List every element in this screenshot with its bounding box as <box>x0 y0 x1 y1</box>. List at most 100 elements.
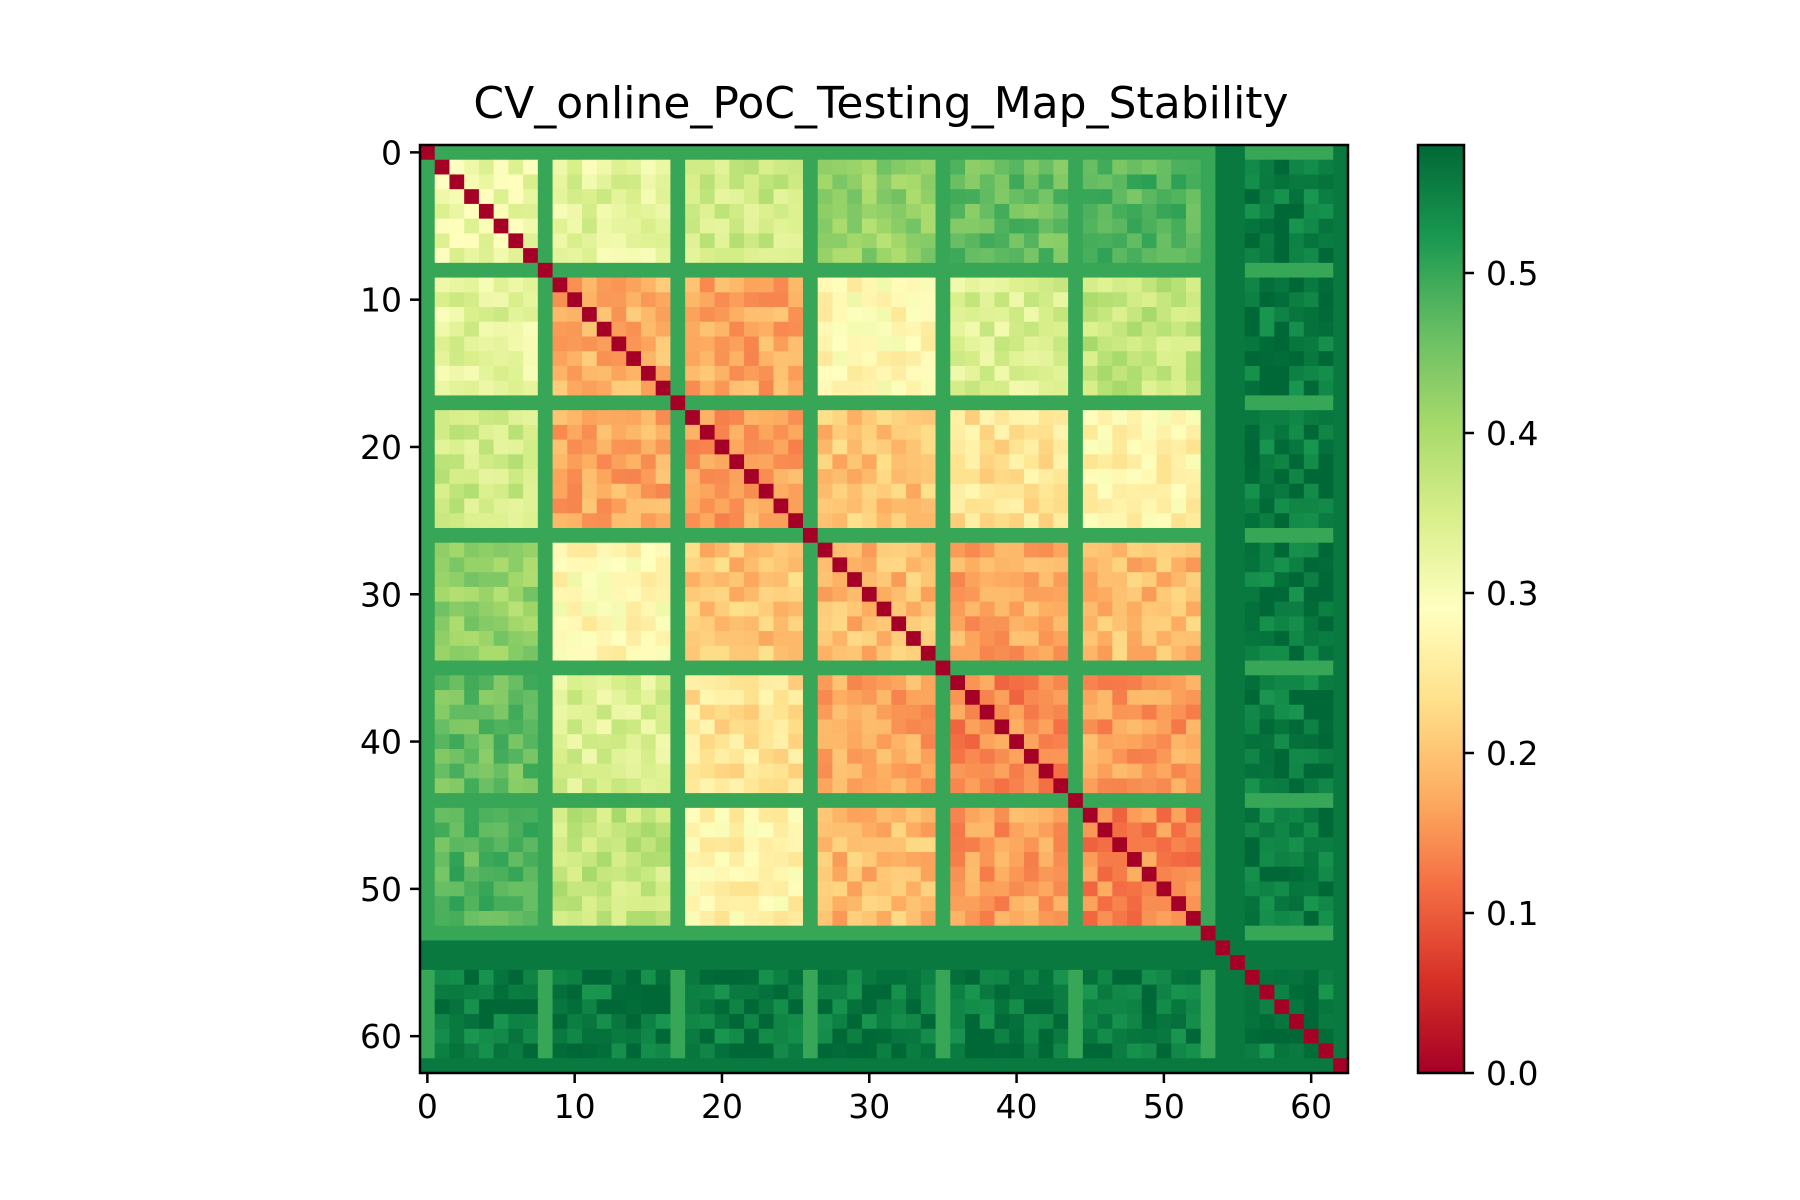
heatmap-cell <box>449 292 465 308</box>
heatmap-cell <box>744 159 760 176</box>
heatmap-cell <box>493 616 509 632</box>
heatmap-cell <box>891 307 907 323</box>
heatmap-cell <box>508 380 524 397</box>
heatmap-cell <box>567 999 583 1015</box>
heatmap-cell <box>582 925 598 942</box>
heatmap-cell <box>611 248 627 264</box>
heatmap-cell <box>685 704 701 721</box>
heatmap-cell <box>950 881 966 897</box>
heatmap-cell <box>832 645 848 662</box>
heatmap-cell <box>773 262 789 279</box>
heatmap-cell <box>420 292 436 308</box>
heatmap-cell <box>1333 1028 1349 1045</box>
heatmap-cell <box>965 542 981 559</box>
heatmap-cell <box>965 616 981 632</box>
heatmap-cell <box>788 586 804 603</box>
heatmap-cell <box>906 940 922 956</box>
heatmap-cell <box>1230 351 1246 367</box>
heatmap-cell <box>493 307 509 323</box>
heatmap-cell <box>1274 896 1290 912</box>
heatmap-cell <box>478 277 495 293</box>
heatmap-cell <box>714 896 730 912</box>
heatmap-cell <box>449 675 465 691</box>
heatmap-cell <box>626 645 642 662</box>
heatmap-cell <box>965 321 981 338</box>
heatmap-cell <box>1053 527 1069 544</box>
heatmap-cell <box>493 675 509 691</box>
heatmap-cell <box>920 1014 937 1030</box>
heatmap-cell <box>626 277 642 293</box>
heatmap-cell <box>670 189 686 205</box>
heatmap-cell <box>802 307 819 323</box>
heatmap-cell <box>1023 248 1040 264</box>
heatmap-cell <box>626 262 642 279</box>
heatmap-cell <box>1171 660 1187 676</box>
heatmap-cell <box>1127 395 1143 411</box>
heatmap-cell <box>434 690 451 706</box>
heatmap-cell <box>478 675 495 691</box>
heatmap-cell <box>596 277 613 293</box>
heatmap-cell <box>920 675 937 691</box>
heatmap-cell <box>1023 778 1040 794</box>
heatmap-cell <box>1038 896 1054 912</box>
heatmap-cell <box>920 145 937 161</box>
heatmap-cell <box>1274 380 1290 397</box>
heatmap-cell <box>773 969 789 986</box>
heatmap-cell <box>847 159 863 176</box>
heatmap-cell <box>1200 690 1217 706</box>
heatmap-cell <box>1097 292 1113 308</box>
heatmap-cell <box>449 601 465 617</box>
heatmap-cell <box>935 454 951 470</box>
heatmap-cell <box>1053 336 1069 352</box>
heatmap-cell <box>420 542 436 559</box>
heatmap-cell <box>832 424 848 441</box>
heatmap-cell <box>965 837 981 853</box>
heatmap-cell <box>1009 881 1025 897</box>
heatmap-cell <box>582 704 598 721</box>
heatmap-cell <box>523 631 539 647</box>
heatmap-cell <box>744 203 760 220</box>
heatmap-cell <box>1053 999 1069 1015</box>
heatmap-cell <box>611 660 627 676</box>
heatmap-cell <box>552 822 568 838</box>
heatmap-cell <box>1038 336 1054 352</box>
heatmap-cell <box>464 542 480 559</box>
heatmap-cell <box>434 572 451 588</box>
heatmap-cell <box>876 469 892 485</box>
heatmap-cell <box>1185 307 1202 323</box>
heatmap-cell <box>655 469 672 485</box>
heatmap-cell <box>537 969 554 986</box>
heatmap-cell <box>611 159 627 176</box>
heatmap-cell <box>626 307 642 323</box>
heatmap-cell <box>582 1043 598 1059</box>
heatmap-cell <box>744 424 760 441</box>
heatmap-cell <box>670 527 686 544</box>
heatmap-cell <box>758 704 775 721</box>
heatmap-cell <box>508 542 524 559</box>
heatmap-cell <box>670 248 686 264</box>
heatmap-cell <box>847 925 863 942</box>
heatmap-cell <box>493 807 509 824</box>
heatmap-cell <box>1274 469 1290 485</box>
heatmap-cell <box>1009 955 1025 971</box>
heatmap-cell <box>655 542 672 559</box>
heatmap-cell <box>420 601 436 617</box>
heatmap-cell <box>714 380 730 397</box>
heatmap-cell <box>537 189 554 205</box>
heatmap-cell <box>552 807 568 824</box>
heatmap-cell <box>1009 248 1025 264</box>
heatmap-cell <box>744 675 760 691</box>
heatmap-cell <box>906 881 922 897</box>
heatmap-cell <box>508 660 524 676</box>
heatmap-cell <box>1318 955 1334 971</box>
heatmap-cell <box>1023 145 1040 161</box>
heatmap-cell <box>1171 837 1187 853</box>
heatmap-cell <box>1200 955 1217 971</box>
heatmap-cell <box>1244 277 1261 293</box>
heatmap-cell <box>582 866 598 883</box>
heatmap-cell <box>1274 424 1290 441</box>
heatmap-cell <box>552 999 568 1015</box>
heatmap-cell <box>1141 940 1158 956</box>
heatmap-cell <box>640 513 657 529</box>
